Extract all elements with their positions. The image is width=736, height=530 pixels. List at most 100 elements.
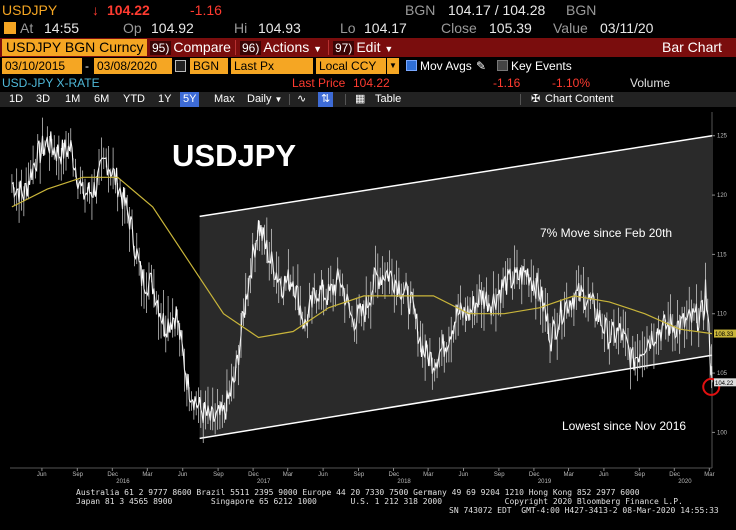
start-date-field[interactable]: 03/10/2015 [2, 58, 82, 74]
x-tick-label: Dec [248, 472, 259, 478]
price-tag-label: 108.33 [715, 332, 734, 338]
annotation-lowest: Lowest since Nov 2016 [562, 419, 686, 433]
range-ytd[interactable]: YTD [123, 93, 145, 105]
series-name: USD-JPY X-RATE [2, 76, 100, 90]
down-arrow-icon: ↓ [92, 2, 99, 18]
x-tick-label: Jun [459, 472, 469, 478]
table-icon[interactable]: ▦ [355, 93, 366, 105]
trend-channel [199, 134, 713, 440]
range-6m[interactable]: 6M [94, 93, 110, 105]
x-tick-label: Mar [423, 472, 433, 478]
price-tag-label: 104.22 [715, 381, 734, 387]
bid-ask: 104.17 / 104.28 [448, 2, 546, 18]
y-tick-label: 120 [717, 193, 728, 199]
range-bar: 1D 3D 1M 6M YTD 1Y 5Y Max Daily ▼ ∿ ⇅ ▦ … [0, 92, 736, 107]
chart-content-button[interactable]: Chart Content [545, 93, 614, 105]
x-year-label: 2018 [397, 479, 411, 485]
range-5y[interactable]: 5Y [180, 92, 200, 107]
calendar-icon[interactable] [175, 60, 186, 72]
chart-type-label[interactable]: Bar Chart [662, 39, 722, 55]
x-year-label: 2017 [257, 479, 271, 485]
y-tick-label: 100 [717, 430, 728, 436]
caret-down-icon: ▼ [274, 95, 283, 104]
low-marker [702, 377, 721, 396]
command-bar: USDJPY BGN Curncy 95) Compare 96) Actions … [0, 38, 736, 57]
x-tick-label: Sep [353, 472, 364, 478]
low-value: 104.17 [364, 20, 407, 36]
quote-time: 14:55 [44, 20, 80, 36]
pct-change-value: -1.10% [552, 76, 591, 90]
dropdown-arrow-icon[interactable]: ▼ [387, 58, 399, 74]
key-events-label: Key Events [511, 59, 572, 73]
actions-hotkey: 96) [240, 41, 262, 55]
caret-down-icon: ▼ [313, 44, 323, 54]
divider [520, 94, 521, 105]
footer: Australia 61 2 9777 8600 Brazil 5511 239… [0, 486, 736, 530]
volume-label: Volume [630, 76, 671, 90]
bar-chart-icon[interactable]: ⇅ [318, 92, 334, 107]
footer-line-2: Japan 81 3 4565 8900 Singapore 65 6212 1… [76, 497, 683, 506]
range-max[interactable]: Max [214, 93, 235, 105]
table-button[interactable]: Table [375, 93, 402, 105]
security-field[interactable]: USDJPY BGN Curncy [2, 39, 148, 56]
x-tick-label: Dec [107, 472, 118, 478]
compare-button[interactable]: 95) Compare [150, 38, 231, 57]
x-tick-label: Sep [213, 472, 224, 478]
x-tick-label: Mar [564, 472, 574, 478]
ticker-symbol: USDJPY [2, 2, 58, 18]
actions-button[interactable]: 96) Actions ▼ [240, 38, 322, 57]
currency-selector[interactable]: Local CCY [316, 58, 386, 74]
channel-lower-line [199, 354, 713, 440]
frequency-selector[interactable]: Daily ▼ [244, 92, 285, 107]
edit-button[interactable]: 97) Edit ▼ [333, 38, 393, 57]
flag-icon [4, 22, 16, 34]
pencil-icon[interactable]: ✎ [476, 59, 487, 73]
range-1y[interactable]: 1Y [158, 93, 172, 105]
y-tick-label: 125 [717, 134, 728, 140]
annotation-move: 7% Move since Feb 20th [540, 226, 672, 240]
footer-line-3: SN 743072 EDT GMT-4:00 H427-3413-2 08-Ma… [449, 506, 719, 515]
x-tick-label: Sep [72, 472, 83, 478]
x-tick-label: Mar [283, 472, 293, 478]
last-price-value: 104.22 [353, 76, 390, 90]
mov-avgs-label: Mov Avgs [420, 59, 472, 73]
moving-average-line [11, 176, 713, 339]
series-layer [11, 117, 713, 443]
value-date: 03/11/20 [600, 20, 654, 36]
x-tick-label: Mar [704, 472, 714, 478]
chart-content-icon[interactable]: ✠ [531, 93, 541, 105]
high-value: 104.93 [258, 20, 301, 36]
line-chart-icon[interactable]: ∿ [297, 93, 307, 105]
open-value: 104.92 [151, 20, 194, 36]
end-date-field[interactable]: 03/08/2020 [94, 58, 172, 74]
compare-label: Compare [173, 39, 231, 55]
x-tick-label: Jun [318, 472, 328, 478]
x-year-label: 2016 [116, 479, 130, 485]
range-3d[interactable]: 3D [36, 93, 51, 105]
mov-avgs-checkbox[interactable] [406, 60, 417, 71]
open-label: Op [123, 20, 142, 36]
x-tick-label: Dec [529, 472, 540, 478]
price-tag-box [714, 329, 736, 338]
price-chart[interactable]: 100 105 110 115 120 125 Jun Sep Dec Mar Jun Sep Dec… [0, 108, 736, 486]
frequency-label: Daily [247, 93, 272, 105]
close-label: Close [441, 20, 477, 36]
divider [328, 40, 329, 55]
key-events-checkbox[interactable] [497, 60, 508, 71]
chart-title: USDJPY [172, 138, 296, 173]
last-price: 104.22 [107, 2, 150, 18]
bid-source: BGN [405, 2, 436, 18]
y-tick-label: 110 [717, 312, 727, 318]
date-dash: - [85, 59, 89, 73]
footer-line-1: Australia 61 2 9777 8600 Brazil 5511 239… [76, 488, 640, 497]
actions-label: Actions [263, 39, 310, 55]
source-field[interactable]: BGN [190, 58, 228, 74]
price-tag-box [714, 378, 736, 387]
net-change: -1.16 [190, 2, 222, 18]
at-label: At [20, 20, 34, 36]
range-1d[interactable]: 1D [9, 93, 24, 105]
channel-upper-line [199, 134, 713, 218]
range-1m[interactable]: 1M [65, 93, 81, 105]
field-selector[interactable]: Last Px [231, 58, 313, 74]
channel-fill [199, 135, 712, 439]
